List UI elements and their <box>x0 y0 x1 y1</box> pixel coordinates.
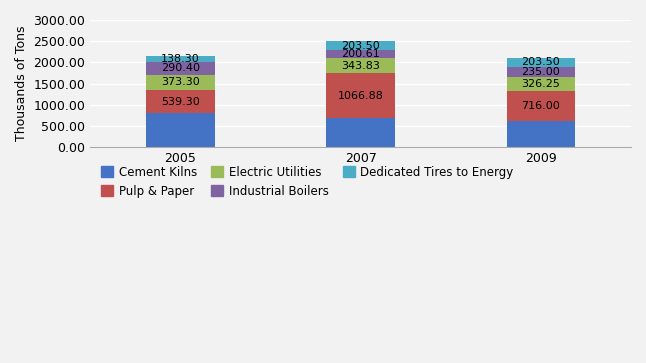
Bar <box>146 90 214 113</box>
Bar <box>506 77 575 90</box>
Text: 235.00: 235.00 <box>521 67 560 77</box>
Bar <box>506 90 575 121</box>
Bar <box>326 41 395 50</box>
Bar <box>326 58 395 73</box>
Text: 326.25: 326.25 <box>521 79 560 89</box>
Bar <box>506 58 575 67</box>
Text: 373.30: 373.30 <box>161 77 200 87</box>
Bar <box>146 113 214 147</box>
Text: 138.30: 138.30 <box>161 54 200 64</box>
Bar <box>146 62 214 74</box>
Bar <box>146 56 214 62</box>
Text: 203.50: 203.50 <box>341 41 380 50</box>
Bar <box>326 50 395 58</box>
Text: 200.61: 200.61 <box>341 49 380 59</box>
Bar <box>326 73 395 118</box>
Y-axis label: Thousands of Tons: Thousands of Tons <box>15 26 28 141</box>
Legend: Cement Kilns, Pulp & Paper, Electric Utilities, Industrial Boilers, Dedicated Ti: Cement Kilns, Pulp & Paper, Electric Uti… <box>96 161 519 202</box>
Text: 343.83: 343.83 <box>341 61 380 71</box>
Text: 539.30: 539.30 <box>161 97 200 107</box>
Bar <box>506 67 575 77</box>
Bar <box>146 74 214 90</box>
Text: 1066.88: 1066.88 <box>338 90 384 101</box>
Text: 716.00: 716.00 <box>521 101 560 111</box>
Bar <box>506 121 575 147</box>
Text: 203.50: 203.50 <box>521 57 560 68</box>
Bar <box>326 118 395 147</box>
Text: 290.40: 290.40 <box>161 64 200 73</box>
